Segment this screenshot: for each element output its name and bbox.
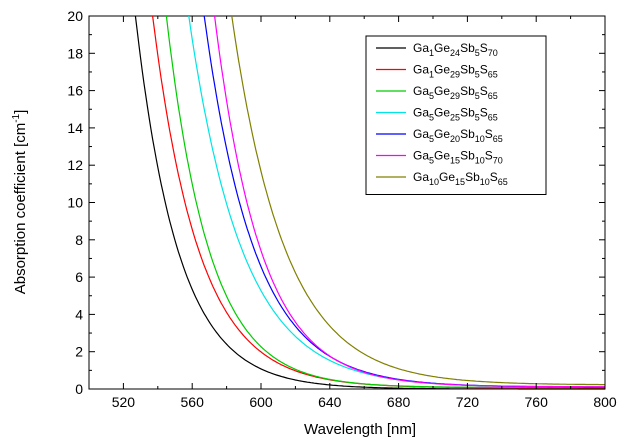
legend-label-part: 65 xyxy=(493,134,503,144)
legend-label-part: Sb xyxy=(460,41,475,55)
legend-label-part: S xyxy=(480,84,488,98)
legend-label-part: 5 xyxy=(475,48,480,58)
legend-label-part: 5 xyxy=(429,91,434,101)
legend-label-part: 5 xyxy=(429,113,434,123)
x-tick-label: 760 xyxy=(525,394,549,410)
series-line xyxy=(214,15,605,388)
legend-label-part: Ge xyxy=(434,106,450,120)
y-axis-label-sup: -1 xyxy=(11,113,22,122)
legend-label-part: 5 xyxy=(429,134,434,144)
legend-label: Ga1Ge24Sb5S70 xyxy=(413,41,498,58)
legend-label-part: Ge xyxy=(434,63,450,77)
legend-label-part: 25 xyxy=(450,113,460,123)
legend-label-part: 10 xyxy=(429,177,439,187)
series-line xyxy=(134,15,605,390)
legend-label-part: Ge xyxy=(439,170,455,184)
legend-label-part: Ga xyxy=(413,127,429,141)
y-tick-label: 14 xyxy=(67,120,83,136)
y-tick-label: 20 xyxy=(67,8,83,24)
y-tick-label: 0 xyxy=(75,381,83,397)
legend-label-part: Sb xyxy=(460,149,475,163)
legend-label-part: S xyxy=(490,170,498,184)
legend-label-part: 15 xyxy=(450,156,460,166)
legend-label-part: 65 xyxy=(498,177,508,187)
legend-label-part: Sb xyxy=(465,170,480,184)
series-lines xyxy=(134,15,605,390)
series-line xyxy=(231,15,605,386)
legend-label-part: Ge xyxy=(434,84,450,98)
legend-label-part: Ga xyxy=(413,106,429,120)
y-tick-label: 6 xyxy=(75,269,83,285)
legend-label: Ga1Ge29Sb5S65 xyxy=(413,63,498,80)
y-tick-label: 16 xyxy=(67,83,83,99)
legend-label: Ga5Ge25Sb5S65 xyxy=(413,106,498,123)
legend-label-part: 65 xyxy=(488,113,498,123)
y-axis-label-main: Absorption coefficient [cm xyxy=(12,123,29,294)
legend-label-part: Ga xyxy=(413,149,429,163)
legend-label-part: Sb xyxy=(460,63,475,77)
legend-label-part: 24 xyxy=(450,48,460,58)
legend-label-part: 5 xyxy=(429,156,434,166)
legend-box xyxy=(365,35,547,195)
legend-label-part: 65 xyxy=(488,91,498,101)
x-tick-label: 680 xyxy=(387,394,411,410)
legend-label-part: S xyxy=(480,106,488,120)
legend-label-part: S xyxy=(485,149,493,163)
legend-label-part: Ge xyxy=(434,149,450,163)
legend-label-part: Ga xyxy=(413,84,429,98)
legend-label: Ga10Ge15Sb10S65 xyxy=(413,170,508,187)
ticks xyxy=(88,15,606,390)
legend-label: Ga5Ge20Sb10S65 xyxy=(413,127,503,144)
legend-label-part: 70 xyxy=(493,156,503,166)
y-tick-label: 4 xyxy=(75,306,83,322)
x-tick-label: 800 xyxy=(593,394,617,410)
legend-label-part: 10 xyxy=(475,156,485,166)
legend-label-part: 20 xyxy=(450,134,460,144)
legend-label-part: Ge xyxy=(434,127,450,141)
legend-label-part: Ge xyxy=(434,41,450,55)
legend-label-part: Sb xyxy=(460,106,475,120)
legend-label-part: 29 xyxy=(450,70,460,80)
legend-label-part: Ga xyxy=(413,41,429,55)
legend-label-part: 1 xyxy=(429,48,434,58)
y-tick-label: 12 xyxy=(67,157,83,173)
x-tick-label: 640 xyxy=(318,394,342,410)
y-axis-label-end: ] xyxy=(12,110,29,114)
legend-label-part: 10 xyxy=(480,177,490,187)
series-line xyxy=(165,15,605,389)
legend-label-part: Sb xyxy=(460,127,475,141)
x-tick-label: 720 xyxy=(456,394,480,410)
legend-label-part: S xyxy=(480,63,488,77)
y-tick-label: 8 xyxy=(75,232,83,248)
legend-label-part: S xyxy=(485,127,493,141)
y-tick-label: 2 xyxy=(75,344,83,360)
x-tick-label: 560 xyxy=(181,394,205,410)
y-axis-label: Absorption coefficient [cm-1] xyxy=(11,110,29,295)
legend-label: Ga5Ge29Sb5S65 xyxy=(413,84,498,101)
legend-label-part: 10 xyxy=(475,134,485,144)
legend-label-part: 5 xyxy=(475,70,480,80)
tick-labels: 520 560 600 640 680 720 760 8000246810121416182… xyxy=(67,8,616,410)
legend-label-part: S xyxy=(480,41,488,55)
legend-label: Ga5Ge15Sb10S70 xyxy=(413,149,503,166)
legend-label-part: Ga xyxy=(413,63,429,77)
x-tick-label: 520 xyxy=(112,394,136,410)
y-tick-label: 10 xyxy=(67,195,83,211)
legend-label-part: Ga xyxy=(413,170,429,184)
legend-label-part: 5 xyxy=(475,91,480,101)
legend-label-part: 5 xyxy=(475,113,480,123)
legend-label-part: 15 xyxy=(455,177,465,187)
legend: Ga1Ge24Sb5S70Ga1Ge29Sb5S65Ga5Ge29Sb5S65G… xyxy=(365,35,547,195)
legend-label-part: 65 xyxy=(488,70,498,80)
legend-label-part: 29 xyxy=(450,91,460,101)
x-tick-label: 600 xyxy=(249,394,273,410)
legend-label-part: 70 xyxy=(488,48,498,58)
x-axis-label: Wavelength [nm] xyxy=(304,421,416,438)
legend-label-part: 1 xyxy=(429,70,434,80)
y-tick-label: 18 xyxy=(67,45,83,61)
legend-label-part: Sb xyxy=(460,84,475,98)
